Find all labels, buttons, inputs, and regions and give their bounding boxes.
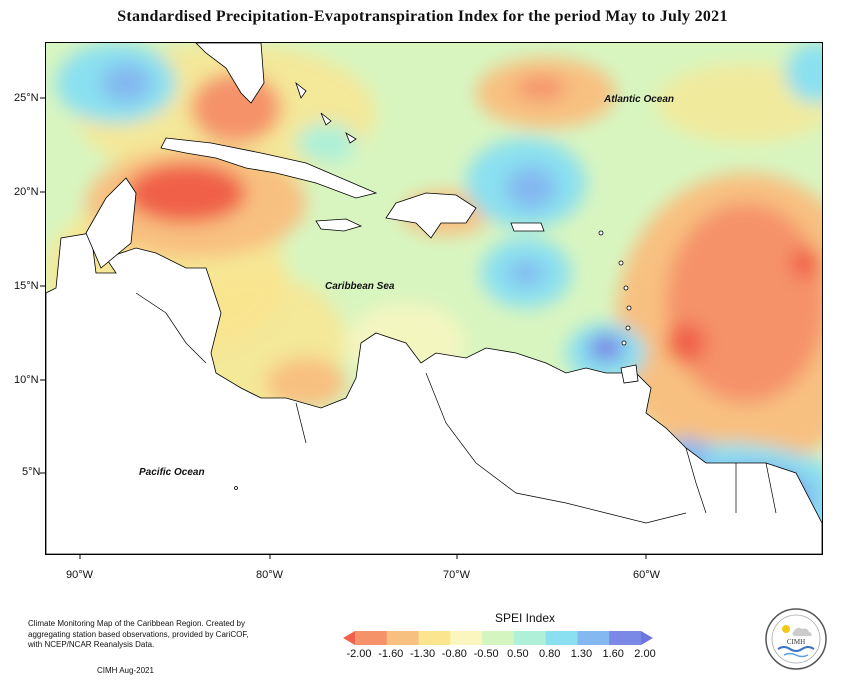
- legend-tick: 1.30: [570, 648, 593, 660]
- legend-swatch: [343, 631, 355, 645]
- spei-map: [45, 42, 823, 555]
- lat-label-15n: 15°N: [14, 280, 39, 292]
- legend-tick: 0.80: [538, 648, 561, 660]
- legend-swatch: [450, 631, 483, 645]
- map-canvas: [46, 43, 822, 554]
- legend-swatch: [609, 631, 642, 645]
- caribbean-sea-label: Caribbean Sea: [325, 281, 395, 292]
- legend-swatch: [418, 631, 451, 645]
- atlantic-ocean-label: Atlantic Ocean: [604, 94, 675, 105]
- legend-swatch: [641, 631, 653, 645]
- lat-label-25n: 25°N: [14, 92, 39, 104]
- lon-label-80w: 80°W: [256, 569, 284, 581]
- legend-tick: -0.80: [441, 648, 467, 660]
- cloud-icon: [792, 627, 812, 636]
- legend-swatch: [386, 631, 420, 645]
- legend-tick: -0.50: [473, 648, 499, 660]
- legend-swatch: [545, 631, 578, 645]
- legend-tick: -1.60: [378, 648, 404, 660]
- legend-swatch: [482, 631, 515, 645]
- legend-swatch: [513, 631, 547, 645]
- lon-label-90w: 90°W: [66, 569, 94, 581]
- credit-date: CIMH Aug-2021: [97, 666, 154, 675]
- legend-tick: -1.30: [410, 648, 436, 660]
- country-borders: [135, 292, 777, 524]
- legend-tick: 2.00: [634, 648, 656, 660]
- legend-tick: 0.50: [507, 648, 529, 660]
- logo-text: CIMH: [787, 638, 805, 646]
- pacific-ocean-label: Pacific Ocean: [139, 467, 205, 478]
- cimh-logo: CIMH: [765, 608, 827, 670]
- lat-label-10n: 10°N: [14, 374, 39, 386]
- lat-label-20n: 20°N: [14, 186, 39, 198]
- legend-swatch: [577, 631, 610, 645]
- legend-tick: 1.60: [602, 648, 624, 660]
- sun-icon: [782, 625, 790, 633]
- legend-swatch: [355, 631, 388, 645]
- legend-title: SPEI Index: [494, 611, 556, 625]
- lon-label-70w: 70°W: [443, 569, 471, 581]
- map-title: Standardised Precipitation-Evapotranspir…: [117, 8, 728, 25]
- map-description: Climate Monitoring Map of the Caribbean …: [28, 619, 249, 649]
- lon-label-60w: 60°W: [633, 569, 661, 581]
- lat-label-5n: 5°N: [22, 466, 41, 478]
- wave-icon: [777, 646, 815, 652]
- legend-tick: -2.00: [346, 648, 372, 660]
- legend-colorbar: [343, 631, 653, 645]
